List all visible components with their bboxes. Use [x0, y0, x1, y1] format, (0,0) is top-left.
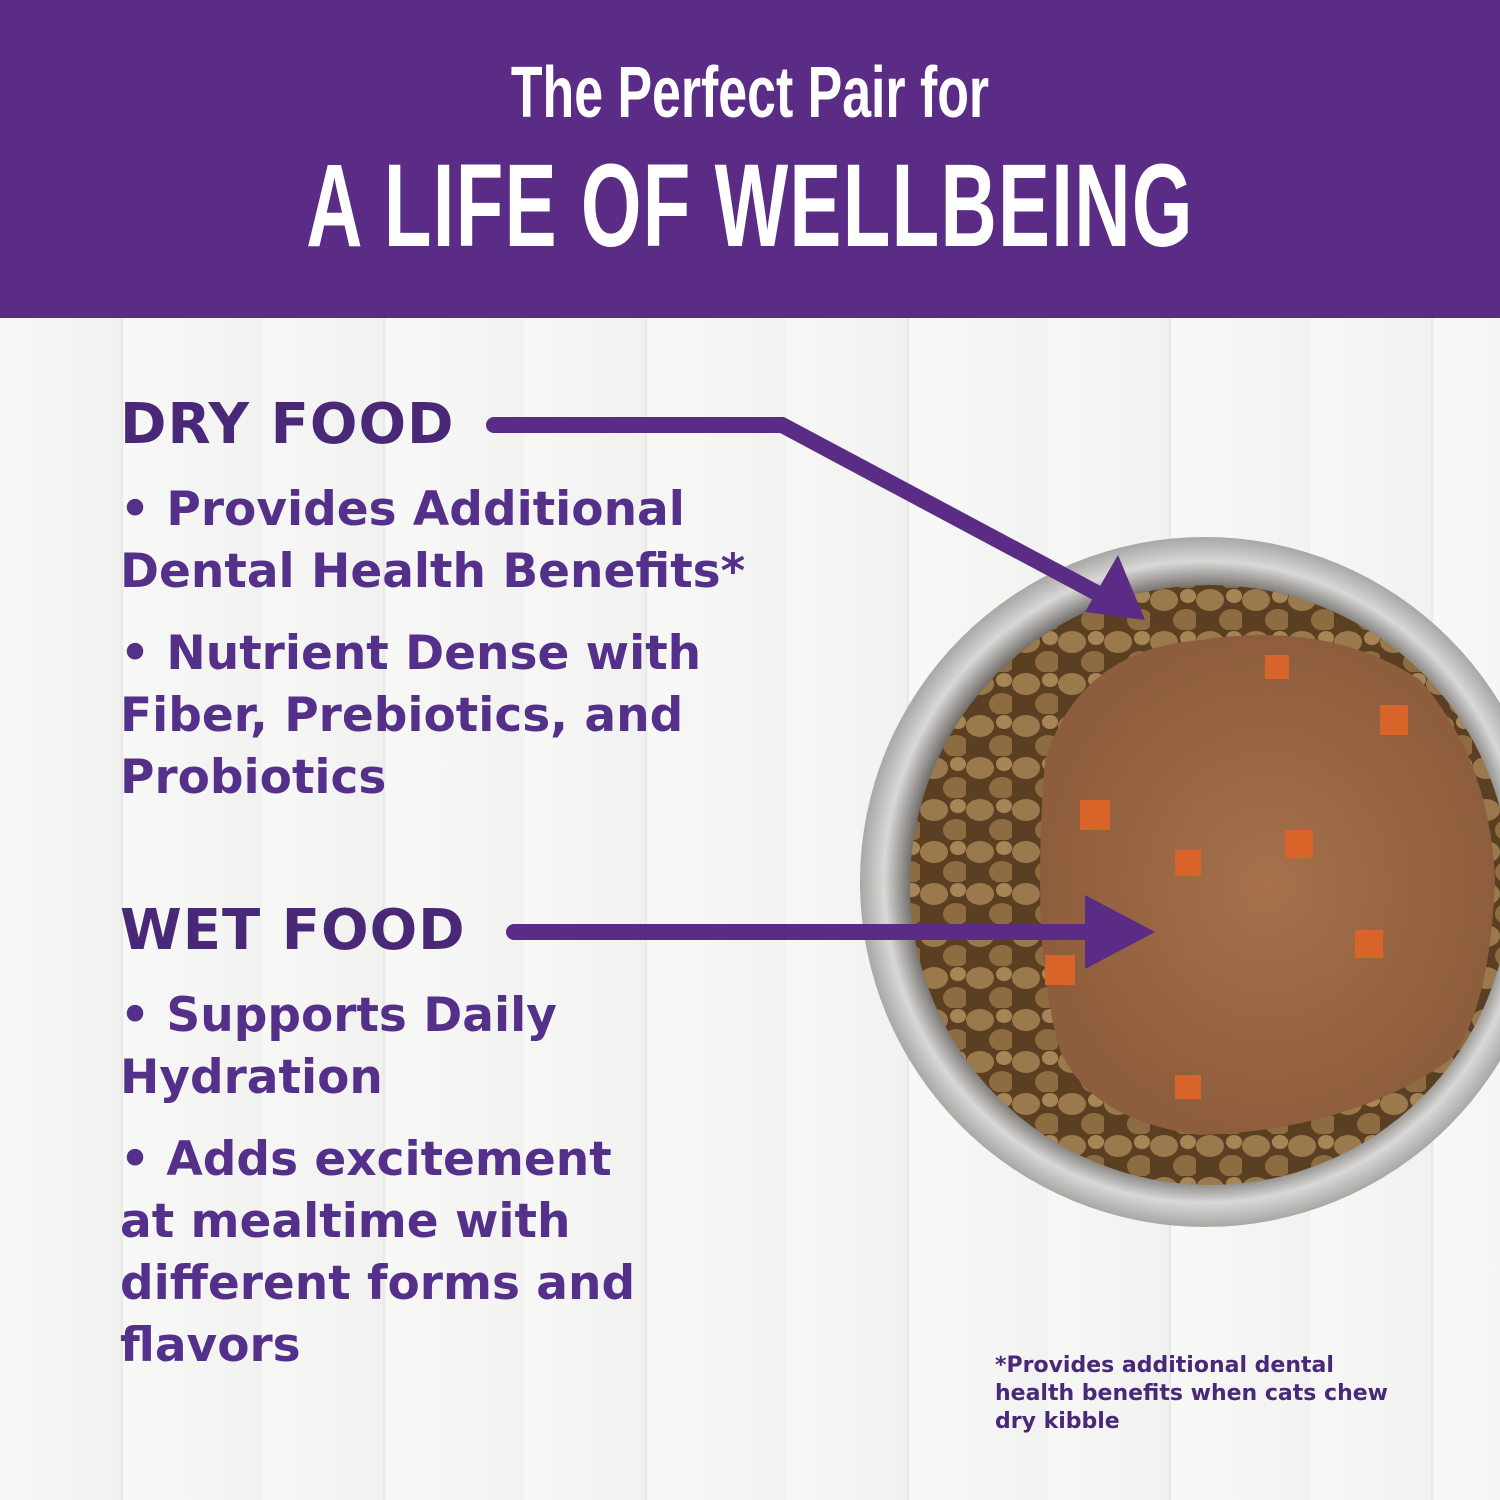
banner-title: A LIFE OF WELLBEING — [306, 140, 1194, 272]
wet-arrow-head — [1085, 895, 1155, 969]
dry-arrow-head — [1085, 555, 1145, 620]
dry-food-section: DRY FOOD • Provides Additional Dental He… — [120, 392, 800, 809]
dry-food-arrow — [486, 417, 1118, 608]
footnote: *Provides additional dental health benef… — [995, 1353, 1388, 1434]
wet-benefit: • Adds excitement at mealtime with diffe… — [120, 1132, 636, 1373]
header-banner: The Perfect Pair for A LIFE OF WELLBEING — [0, 0, 1500, 318]
dry-benefit: • Nutrient Dense with Fiber, Prebiotics,… — [120, 626, 702, 805]
wet-food-heading: WET FOOD — [120, 898, 466, 963]
dry-food-heading: DRY FOOD — [120, 392, 455, 457]
carrot-pieces — [1045, 655, 1408, 1099]
wet-benefit: • Supports Daily Hydration — [120, 988, 557, 1105]
wet-food-section: WET FOOD • Supports Daily Hydration • Ad… — [120, 898, 680, 1377]
banner-subtitle: The Perfect Pair for — [510, 53, 990, 133]
dry-benefit: • Provides Additional Dental Health Bene… — [120, 482, 746, 599]
wet-food — [1040, 635, 1495, 1135]
